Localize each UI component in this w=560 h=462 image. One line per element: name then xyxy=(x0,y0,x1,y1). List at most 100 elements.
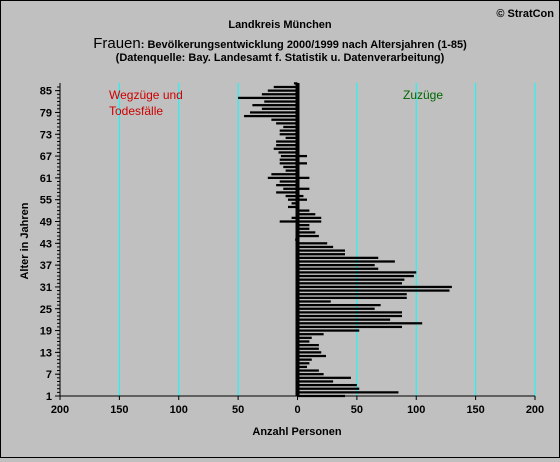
bar-zuzuege xyxy=(297,187,310,190)
bar-zuzuege xyxy=(297,285,452,289)
y-tick-label: 49 xyxy=(40,217,52,229)
bar-zuzuege xyxy=(297,369,319,372)
left-annotation-line1: Wegzüge und xyxy=(109,88,183,102)
bar-zuzuege xyxy=(297,307,375,310)
bar-zuzuege xyxy=(297,253,345,256)
bar-wegzuege xyxy=(279,162,298,165)
x-tick-label: 150 xyxy=(110,404,128,416)
bar-zuzuege xyxy=(297,362,310,365)
bar-zuzuege xyxy=(297,209,310,212)
bar-zuzuege xyxy=(297,347,319,350)
bar-wegzuege xyxy=(283,187,298,190)
bar-wegzuege xyxy=(288,198,298,201)
bar-zuzuege xyxy=(297,340,310,343)
x-tick-label: 150 xyxy=(466,404,484,416)
bar-zuzuege xyxy=(297,311,402,314)
y-tick-label: 7 xyxy=(46,369,52,381)
bar-wegzuege xyxy=(291,216,298,219)
bar-zuzuege xyxy=(297,267,379,270)
y-axis-label: Alter in Jahren xyxy=(19,202,31,279)
bar-zuzuege xyxy=(297,224,310,227)
y-tick-label: 31 xyxy=(40,282,52,294)
bar-zuzuege xyxy=(297,227,310,230)
bar-zuzuege xyxy=(297,264,375,267)
bar-zuzuege xyxy=(297,249,345,252)
bar-zuzuege xyxy=(297,394,345,398)
bar-wegzuege xyxy=(285,169,298,172)
y-tick-label: 85 xyxy=(40,86,52,98)
bar-zuzuege xyxy=(297,351,322,354)
bar-zuzuege xyxy=(297,318,391,321)
x-tick-label: 200 xyxy=(51,404,69,416)
bar-zuzuege xyxy=(297,198,307,201)
bar-wegzuege xyxy=(267,89,298,92)
bar-wegzuege xyxy=(279,129,298,132)
x-tick-label: 100 xyxy=(170,404,188,416)
bar-zuzuege xyxy=(297,260,395,263)
y-tick-label: 43 xyxy=(40,238,52,250)
bar-zuzuege xyxy=(297,274,414,278)
left-annotation-line2: Todesfälle xyxy=(109,104,163,118)
plot-area: 200 150 100 50 0 50 100 150 20017131925313743495… xyxy=(40,82,544,416)
bar-wegzuege xyxy=(264,100,298,103)
bar-wegzuege xyxy=(273,85,298,89)
bar-wegzuege xyxy=(276,191,298,194)
y-tick-label: 73 xyxy=(40,129,52,141)
chart-title-line1: Landkreis München xyxy=(228,19,332,31)
bar-wegzuege xyxy=(279,133,298,136)
x-tick-label: 50 xyxy=(351,404,363,416)
bar-wegzuege xyxy=(283,125,298,129)
bar-wegzuege xyxy=(278,151,298,154)
bar-zuzuege xyxy=(297,220,322,223)
bar-zuzuege xyxy=(297,154,307,158)
bar-zuzuege xyxy=(297,329,360,332)
bar-zuzuege xyxy=(297,303,381,307)
bar-zuzuege xyxy=(297,383,357,387)
bar-wegzuege xyxy=(279,158,298,161)
y-tick-label: 37 xyxy=(40,260,52,272)
bar-wegzuege xyxy=(283,165,298,169)
bar-zuzuege xyxy=(297,376,351,379)
bar-zuzuege xyxy=(297,256,379,259)
bar-wegzuege xyxy=(271,118,298,121)
bar-wegzuege xyxy=(252,104,298,107)
bar-zuzuege xyxy=(297,387,360,390)
x-axis-label: Anzahl Personen xyxy=(252,426,342,438)
bar-zuzuege xyxy=(297,278,405,281)
bar-zuzuege xyxy=(297,234,319,238)
bar-zuzuege xyxy=(297,336,312,339)
bar-zuzuege xyxy=(297,300,331,303)
chart-title-line2: Frauen: Bevölkerungsentwicklung 2000/199… xyxy=(93,35,467,52)
bar-wegzuege xyxy=(276,184,298,187)
y-tick-label: 61 xyxy=(40,173,52,185)
bar-zuzuege xyxy=(297,289,450,292)
bar-wegzuege xyxy=(261,107,298,110)
bar-zuzuege xyxy=(297,176,310,180)
bar-wegzuege xyxy=(285,136,298,140)
x-tick-label: 0 xyxy=(294,404,300,416)
y-tick-label: 13 xyxy=(40,347,52,359)
copyright-label: © StratCon xyxy=(496,8,554,20)
bar-zuzuege xyxy=(297,162,307,165)
bar-zuzuege xyxy=(297,231,316,234)
bar-zuzuege xyxy=(297,282,402,285)
bar-wegzuege xyxy=(276,140,298,143)
bar-zuzuege xyxy=(297,271,417,274)
bar-zuzuege xyxy=(297,194,304,198)
bar-zuzuege xyxy=(297,314,402,318)
bar-zuzuege xyxy=(297,358,312,361)
bar-zuzuege xyxy=(297,333,324,336)
bar-wegzuege xyxy=(261,93,298,96)
bar-zuzuege xyxy=(297,216,322,219)
y-tick-label: 55 xyxy=(40,195,52,207)
chart-title-rest: : Bevölkerungsentwicklung 2000/1999 nach… xyxy=(141,39,467,51)
bar-wegzuege xyxy=(250,111,298,114)
bar-zuzuege xyxy=(297,354,326,358)
x-tick-label: 100 xyxy=(407,404,425,416)
bar-zuzuege xyxy=(297,380,334,383)
chart-title-prefix: Frauen xyxy=(93,35,141,52)
bar-zuzuege xyxy=(297,322,423,325)
bar-wegzuege xyxy=(267,176,298,180)
y-tick-label: 25 xyxy=(40,304,52,316)
